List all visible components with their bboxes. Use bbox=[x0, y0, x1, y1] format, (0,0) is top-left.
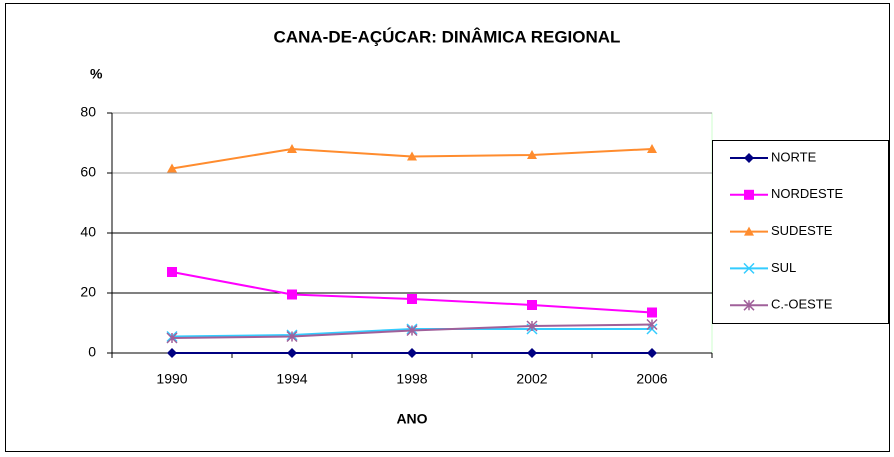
x-tick-label: 2006 bbox=[636, 371, 667, 387]
legend-label: NORTE bbox=[771, 149, 817, 164]
chart-title: CANA-DE-AÇÚCAR: DINÂMICA REGIONAL bbox=[274, 27, 621, 46]
marker bbox=[167, 163, 177, 173]
marker bbox=[526, 320, 538, 332]
marker bbox=[647, 144, 657, 153]
y-tick-label: 0 bbox=[88, 344, 96, 360]
x-tick-label: 2002 bbox=[516, 371, 547, 387]
marker bbox=[407, 348, 417, 358]
marker bbox=[286, 330, 298, 343]
x-axis-label: ANO bbox=[396, 411, 427, 427]
marker bbox=[527, 348, 537, 358]
y-tick-label: 80 bbox=[80, 104, 96, 120]
marker bbox=[167, 348, 177, 358]
legend-label: NORDESTE bbox=[771, 186, 844, 201]
x-tick-label: 1998 bbox=[396, 371, 427, 387]
marker bbox=[647, 348, 657, 358]
marker bbox=[287, 348, 297, 358]
marker bbox=[407, 151, 417, 161]
marker bbox=[287, 144, 297, 153]
marker bbox=[407, 294, 417, 304]
marker bbox=[744, 226, 754, 236]
marker bbox=[743, 299, 755, 311]
x-tick-label: 1994 bbox=[276, 371, 307, 387]
marker bbox=[647, 307, 657, 318]
legend-label: SUL bbox=[771, 260, 796, 275]
marker bbox=[167, 267, 177, 277]
marker bbox=[743, 262, 755, 274]
legend-label: C.-OESTE bbox=[771, 297, 833, 312]
legend-label: SUDESTE bbox=[771, 223, 833, 238]
marker bbox=[744, 189, 754, 200]
x-tick-label: 1990 bbox=[156, 371, 187, 387]
marker bbox=[287, 289, 297, 300]
y-tick-label: 60 bbox=[80, 164, 96, 180]
y-tick-label: 40 bbox=[80, 224, 96, 240]
marker bbox=[527, 150, 537, 159]
marker bbox=[527, 300, 537, 310]
y-axis-label: % bbox=[90, 66, 103, 82]
marker bbox=[646, 318, 658, 331]
marker bbox=[744, 153, 754, 163]
y-tick-label: 20 bbox=[80, 284, 96, 300]
marker bbox=[166, 332, 178, 344]
marker bbox=[406, 324, 418, 337]
